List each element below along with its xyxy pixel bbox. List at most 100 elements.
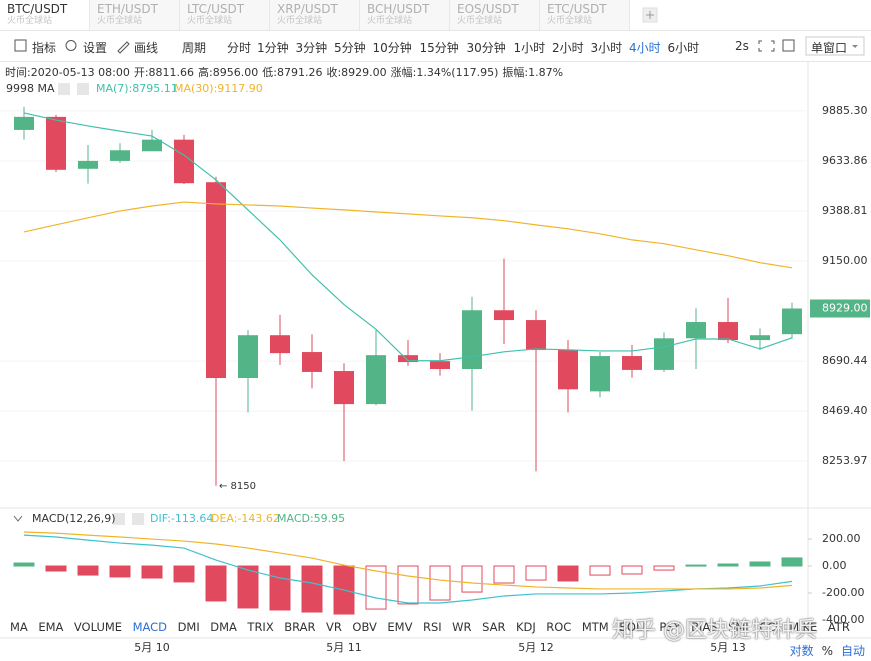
candle-body: [622, 356, 642, 370]
toolbar: 指标 设置 画线 周期 分时 1分钟 3分钟 5分钟 10分钟 15分钟 30分钟 1小时 2小时 3小时…: [0, 30, 871, 62]
indicator-tab[interactable]: BRAR: [284, 620, 316, 634]
period-button[interactable]: 10分钟: [372, 41, 412, 55]
macd-bar: [13, 562, 35, 567]
period-button[interactable]: 分时: [227, 41, 252, 55]
macd-bar: [685, 564, 707, 567]
indicator-tab[interactable]: CCI: [759, 620, 779, 634]
indicator-tab[interactable]: KDJ: [515, 620, 536, 634]
legend-settings-icon[interactable]: [58, 83, 70, 95]
macd-bar: [781, 557, 803, 567]
indicator-tab[interactable]: OBV: [352, 620, 377, 634]
indicator-tab[interactable]: MTM: [581, 620, 609, 634]
macd-line: [23, 531, 793, 590]
candle-body: [558, 350, 578, 390]
macd-bar: [749, 561, 771, 567]
indicator-tab[interactable]: VR: [326, 620, 342, 634]
tool-button[interactable]: 画线: [134, 41, 159, 55]
indicator-tab[interactable]: ATR: [827, 620, 850, 634]
indicator-tab[interactable]: BIAS: [691, 620, 718, 634]
x-tick-label: 5月 11: [326, 641, 362, 654]
indicator-tab[interactable]: PSY: [659, 620, 681, 634]
indicator-tab[interactable]: DMI: [177, 620, 200, 634]
macd-close-icon[interactable]: [132, 513, 144, 525]
symbol-tab[interactable]: ETC/USDT 火币全球站: [540, 0, 630, 30]
period-button[interactable]: 3小时: [590, 41, 623, 55]
tab-exchange: 火币全球站: [457, 16, 503, 26]
symbol-tab[interactable]: XRP/USDT 火币全球站: [270, 0, 360, 30]
indicator-tab[interactable]: SAR: [482, 620, 506, 634]
y-tick-label: 0.00: [822, 559, 847, 572]
indicator-tab[interactable]: BOLL: [619, 620, 649, 634]
tab-exchange: 火币全球站: [97, 16, 143, 26]
price-tag-label: 8929.00: [822, 301, 868, 314]
macd-bar: [45, 565, 67, 572]
auto-scale-button[interactable]: 自动: [840, 644, 865, 658]
tab-exchange: 火币全球站: [367, 16, 413, 26]
legend-close-icon[interactable]: [77, 83, 89, 95]
indicator-tab[interactable]: ROC: [546, 620, 572, 634]
y-tick-label: 8690.44: [822, 354, 868, 367]
macd-bar: [653, 565, 675, 571]
candle-body: [238, 335, 258, 379]
macd-line: [23, 534, 793, 604]
indicator-tab[interactable]: MIKE: [789, 620, 818, 634]
macd-bar: [557, 565, 579, 582]
info-field: 振幅:1.87%: [502, 66, 564, 79]
symbol-tab[interactable]: BCH/USDT 火币全球站: [360, 0, 450, 30]
toolbar-icons[interactable]: [14, 36, 865, 56]
period-button[interactable]: 1小时: [513, 41, 546, 55]
symbol-tab[interactable]: BTC/USDT 火币全球站: [0, 0, 90, 30]
period-button[interactable]: 5分钟: [334, 41, 366, 55]
symbol-tab[interactable]: LTC/USDT 火币全球站: [180, 0, 270, 30]
tab-symbol: BTC/USDT: [7, 2, 68, 16]
macd-bar: [205, 565, 227, 602]
indicator-tab[interactable]: MACD: [132, 620, 168, 634]
candle-body: [686, 322, 706, 339]
indicator-tab[interactable]: WR: [452, 620, 472, 634]
symbol-tab[interactable]: EOS/USDT 火币全球站: [450, 0, 540, 30]
period-button[interactable]: 1分钟: [257, 41, 289, 55]
tool-button[interactable]: 设置: [83, 41, 108, 55]
period-button[interactable]: 15分钟: [419, 41, 459, 55]
add-tab[interactable]: [642, 7, 658, 23]
tab-exchange: 火币全球站: [277, 16, 323, 26]
y-tick-label: 9633.86: [822, 154, 868, 167]
y-tick-label: 9388.81: [822, 204, 868, 217]
symbol-tab[interactable]: ETH/USDT 火币全球站: [90, 0, 180, 30]
y-tick-label: 8253.97: [822, 454, 868, 467]
indicator-tab[interactable]: MA: [10, 620, 28, 634]
indicator-tab[interactable]: EMV: [387, 620, 413, 634]
period-label[interactable]: 周期: [182, 41, 207, 55]
macd-settings-icon[interactable]: [113, 513, 125, 525]
price-tag: [810, 299, 870, 318]
ohlc-info: 时间:2020-05-13 08:00 开:8811.66 高:8956.00 低:8…: [5, 64, 567, 80]
candle-body: [174, 139, 194, 184]
y-tick-label: 200.00: [822, 532, 861, 545]
period-button[interactable]: 30分钟: [466, 41, 506, 55]
period-button[interactable]: 4小时: [629, 41, 661, 55]
tab-symbol: XRP/USDT: [277, 2, 338, 16]
y-tick-label: 9150.00: [822, 254, 868, 267]
indicator-tab[interactable]: TRIX: [247, 620, 274, 634]
indicator-tab[interactable]: EMA: [38, 620, 64, 634]
period-button[interactable]: 2小时: [552, 41, 584, 55]
indicator-tabs: MA EMA VOLUME MACD DMI DMA TRIX BRAR VR OBV EMV RSI…: [10, 620, 850, 634]
candle-body: [654, 338, 674, 370]
indicator-tab[interactable]: RSI: [422, 620, 442, 634]
indicator-tab[interactable]: VOLUME: [73, 620, 123, 634]
window-select[interactable]: 单窗口: [811, 41, 848, 55]
tool-button[interactable]: 指标: [32, 41, 57, 55]
y-tick-label: 9885.30: [822, 104, 868, 117]
collapse-icon[interactable]: [13, 515, 23, 522]
indicator-tab[interactable]: SMI: [728, 620, 749, 634]
period-button[interactable]: 3分钟: [295, 41, 328, 55]
percent-scale-button[interactable]: %: [821, 644, 833, 658]
macd-bar: [77, 565, 99, 576]
refresh-interval[interactable]: 2s: [735, 39, 749, 53]
panel-title: MACD(12,26,9): [32, 512, 116, 525]
x-tick-label: 5月 12: [518, 641, 554, 654]
log-scale-button[interactable]: 对数: [789, 644, 814, 658]
indicator-tab[interactable]: DMA: [210, 620, 237, 634]
period-button[interactable]: 6小时: [667, 41, 700, 55]
